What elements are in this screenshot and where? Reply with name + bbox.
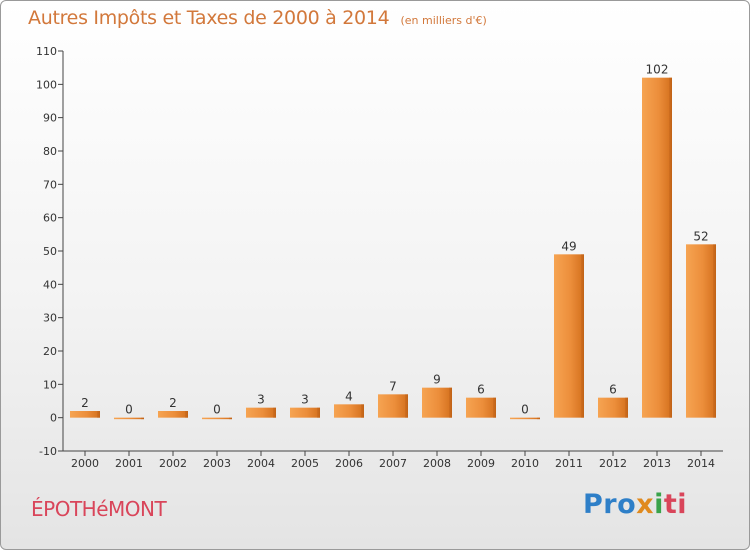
proxiti-logo: Proxiti <box>583 489 687 520</box>
bar <box>246 407 276 418</box>
bar-shade <box>97 411 100 418</box>
bar-group <box>378 394 408 418</box>
y-tick-label: 0 <box>50 412 57 425</box>
bar-shade <box>185 411 188 418</box>
bar <box>202 417 232 420</box>
y-tick-label: 30 <box>43 312 57 325</box>
bar-group <box>114 417 144 420</box>
bar-shade <box>669 77 672 418</box>
bar <box>158 411 188 418</box>
bar <box>378 394 408 418</box>
data-label: 6 <box>609 383 617 397</box>
logo-part: x <box>636 489 655 520</box>
bar <box>642 77 672 418</box>
bar-shade <box>273 407 276 418</box>
data-label: 0 <box>521 403 529 417</box>
x-tick-label: 2006 <box>335 457 363 470</box>
bar-shade <box>317 407 320 418</box>
bar <box>290 407 320 418</box>
bar-group <box>334 404 364 418</box>
bar <box>114 417 144 420</box>
bar <box>598 397 628 418</box>
bar <box>510 417 540 420</box>
bar-group <box>686 244 716 418</box>
bar <box>686 244 716 418</box>
data-label: 9 <box>433 373 441 387</box>
x-tick-label: 2004 <box>247 457 275 470</box>
bar-group <box>466 397 496 418</box>
x-tick-label: 2000 <box>71 457 99 470</box>
y-tick-label: 80 <box>43 145 57 158</box>
y-tick-label: 40 <box>43 278 57 291</box>
x-tick-label: 2007 <box>379 457 407 470</box>
x-tick-label: 2003 <box>203 457 231 470</box>
y-tick-label: -10 <box>39 445 57 458</box>
logo-part: Pro <box>583 489 637 520</box>
bar-shade <box>625 397 628 418</box>
x-tick-label: 2010 <box>511 457 539 470</box>
data-label: 102 <box>646 63 669 77</box>
y-tick-label: 60 <box>43 212 57 225</box>
bar-shade <box>493 397 496 418</box>
bar-shade <box>581 254 584 418</box>
x-tick-label: 2014 <box>687 457 715 470</box>
x-tick-label: 2005 <box>291 457 319 470</box>
bar-shade <box>713 244 716 418</box>
chart-title: Autres Impôts et Taxes de 2000 à 2014 <box>28 7 390 29</box>
bar-group <box>290 407 320 418</box>
data-label: 3 <box>257 393 265 407</box>
data-label: 0 <box>125 403 133 417</box>
bar <box>422 387 452 418</box>
place-name: ÉPOTHéMONT <box>31 497 167 521</box>
bar-group <box>510 417 540 420</box>
y-tick-label: 100 <box>36 78 57 91</box>
data-label: 4 <box>345 389 353 403</box>
bar-group <box>158 411 188 418</box>
data-label: 7 <box>389 379 397 393</box>
data-label: 49 <box>561 239 576 253</box>
logo-part: ti <box>663 489 688 520</box>
data-label: 0 <box>213 403 221 417</box>
bar-shade <box>229 417 232 420</box>
bar-group <box>202 417 232 420</box>
bar-group <box>422 387 452 418</box>
x-tick-label: 2002 <box>159 457 187 470</box>
bar <box>70 411 100 418</box>
y-tick-label: 90 <box>43 112 57 125</box>
bar-group <box>554 254 584 418</box>
bar <box>334 404 364 418</box>
y-tick-label: 70 <box>43 178 57 191</box>
chart-subtitle: (en milliers d'€) <box>400 14 487 27</box>
x-tick-label: 2013 <box>643 457 671 470</box>
y-tick-label: 50 <box>43 245 57 258</box>
x-tick-label: 2001 <box>115 457 143 470</box>
y-tick-label: 10 <box>43 378 57 391</box>
y-tick-label: 110 <box>36 45 57 58</box>
bar-group <box>246 407 276 418</box>
bar-shade <box>449 387 452 418</box>
bar-shade <box>405 394 408 418</box>
data-label: 6 <box>477 383 485 397</box>
logo-part: i <box>654 489 664 520</box>
bar <box>554 254 584 418</box>
data-label: 2 <box>169 396 177 410</box>
bar-shade <box>361 404 364 418</box>
bar-group <box>642 77 672 418</box>
data-label: 2 <box>81 396 89 410</box>
bar-group <box>598 397 628 418</box>
bar <box>466 397 496 418</box>
y-tick-label: 20 <box>43 345 57 358</box>
x-tick-label: 2012 <box>599 457 627 470</box>
bar-shade <box>537 417 540 420</box>
bar-group <box>70 411 100 418</box>
bar-shade <box>141 417 144 420</box>
data-label: 52 <box>693 229 708 243</box>
x-tick-label: 2009 <box>467 457 495 470</box>
x-tick-label: 2011 <box>555 457 583 470</box>
x-tick-label: 2008 <box>423 457 451 470</box>
chart-title-block: Autres Impôts et Taxes de 2000 à 2014 (e… <box>28 7 487 29</box>
data-label: 3 <box>301 393 309 407</box>
